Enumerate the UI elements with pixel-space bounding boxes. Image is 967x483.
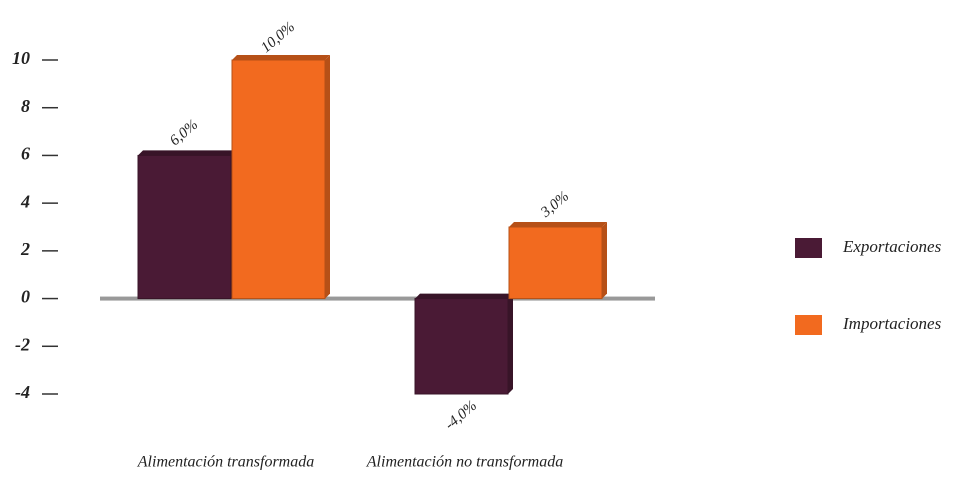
y-tick-label: 6 <box>21 144 30 164</box>
y-tick-label: 10 <box>12 48 30 68</box>
bar-top <box>232 55 330 60</box>
legend-swatch <box>795 315 822 335</box>
y-tick-label: 0 <box>21 287 30 307</box>
y-tick-label: -2 <box>15 334 30 354</box>
bar-top <box>509 222 607 227</box>
y-tick-label: 4 <box>20 191 30 211</box>
legend-label: Exportaciones <box>842 237 942 256</box>
bar <box>231 59 326 300</box>
bar-top <box>415 293 513 299</box>
baseline <box>100 296 655 301</box>
y-tick-label: 2 <box>20 239 30 259</box>
bar <box>137 154 232 300</box>
bar-top <box>138 150 236 156</box>
x-tick-label: Alimentación no transformada <box>366 454 563 471</box>
y-tick-label: 8 <box>21 96 30 116</box>
bar-side <box>325 55 330 299</box>
bar-side <box>508 293 513 394</box>
bar <box>508 226 603 300</box>
value-label: -4,0% <box>442 398 480 434</box>
legend-label: Importaciones <box>842 314 942 333</box>
value-label: 6,0% <box>167 117 201 149</box>
value-label: 10,0% <box>258 19 298 56</box>
y-tick-label: -4 <box>15 382 30 402</box>
value-label: 3,0% <box>537 188 572 221</box>
legend-swatch <box>795 238 822 258</box>
bar-side <box>602 222 607 299</box>
bar <box>414 298 509 395</box>
x-tick-label: Alimentación transformada <box>137 454 314 471</box>
